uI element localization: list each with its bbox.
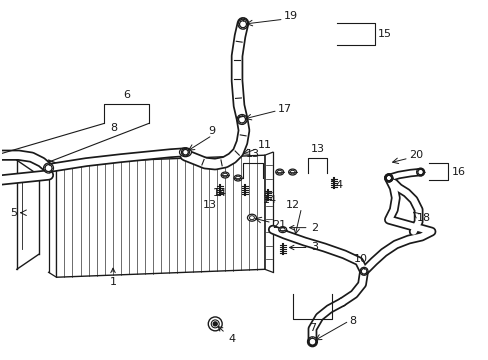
Ellipse shape bbox=[221, 172, 229, 178]
Text: 14: 14 bbox=[262, 195, 276, 205]
Text: 21: 21 bbox=[271, 220, 285, 230]
Text: 7: 7 bbox=[308, 323, 315, 333]
Text: 14: 14 bbox=[329, 180, 344, 190]
Circle shape bbox=[211, 320, 219, 328]
Text: 12: 12 bbox=[285, 200, 299, 210]
Text: 6: 6 bbox=[122, 90, 130, 100]
Text: 15: 15 bbox=[377, 29, 391, 39]
Ellipse shape bbox=[179, 148, 191, 157]
Ellipse shape bbox=[249, 216, 254, 220]
Text: 4: 4 bbox=[218, 327, 235, 344]
Ellipse shape bbox=[289, 170, 294, 174]
Ellipse shape bbox=[278, 227, 286, 233]
Circle shape bbox=[208, 317, 222, 331]
Text: 14: 14 bbox=[213, 188, 227, 198]
Text: 2: 2 bbox=[289, 222, 318, 233]
Ellipse shape bbox=[288, 169, 296, 175]
Ellipse shape bbox=[235, 176, 240, 180]
Text: 13: 13 bbox=[310, 144, 324, 154]
Ellipse shape bbox=[275, 169, 283, 175]
Text: 16: 16 bbox=[450, 167, 465, 176]
Circle shape bbox=[213, 322, 217, 326]
Text: 8: 8 bbox=[110, 123, 117, 134]
Text: 18: 18 bbox=[416, 213, 430, 223]
Text: 9: 9 bbox=[208, 126, 215, 136]
Ellipse shape bbox=[247, 214, 256, 221]
Ellipse shape bbox=[280, 228, 285, 231]
Text: 17: 17 bbox=[277, 104, 291, 113]
Text: 10: 10 bbox=[353, 255, 367, 264]
Text: 1: 1 bbox=[109, 268, 116, 287]
Text: 3: 3 bbox=[289, 243, 318, 252]
Text: 19: 19 bbox=[283, 11, 297, 21]
Text: 5: 5 bbox=[10, 208, 17, 218]
Text: 20: 20 bbox=[408, 150, 422, 160]
Text: 13: 13 bbox=[203, 200, 217, 210]
Ellipse shape bbox=[222, 173, 227, 177]
Text: 13: 13 bbox=[245, 149, 260, 159]
Ellipse shape bbox=[277, 170, 282, 174]
Text: 11: 11 bbox=[257, 140, 271, 150]
Polygon shape bbox=[56, 155, 264, 277]
Ellipse shape bbox=[234, 175, 242, 181]
Text: 8: 8 bbox=[348, 316, 356, 326]
